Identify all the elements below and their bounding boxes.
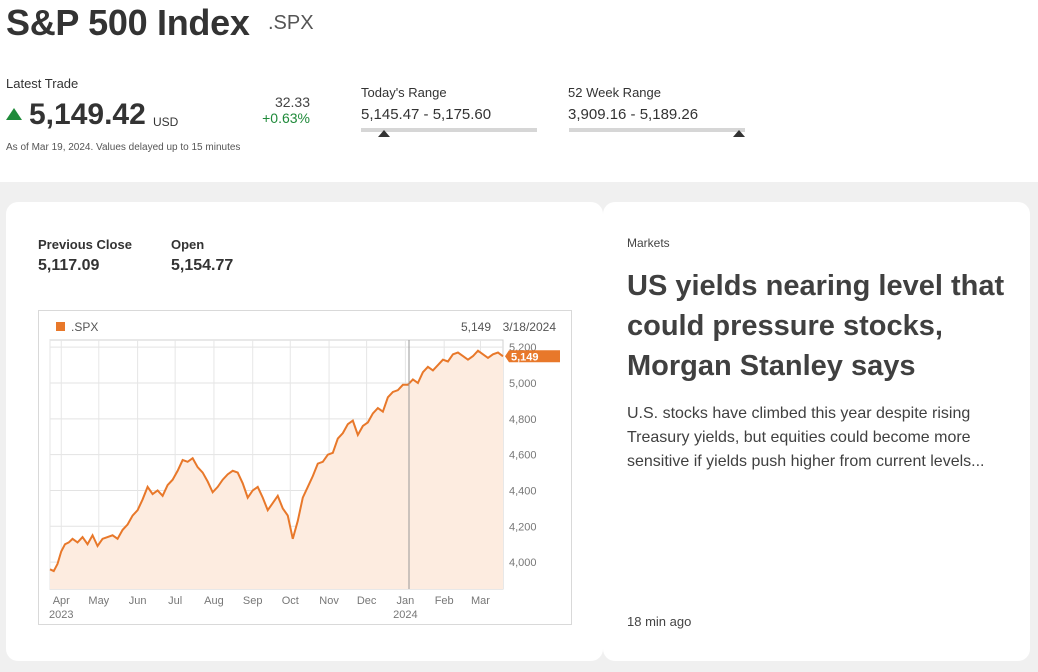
- todays-range-bar: [361, 128, 537, 132]
- ticker-symbol: .SPX: [268, 12, 314, 34]
- quote-header: S&P 500 Index .SPX Latest Trade 5,149.42…: [0, 0, 1038, 182]
- x-tick-label: Apr: [53, 595, 70, 607]
- previous-close-label: Previous Close: [38, 237, 132, 252]
- week52-range-bar: [569, 128, 745, 132]
- y-tick-label: 4,000: [509, 557, 537, 569]
- todays-range-value: 5,145.47 - 5,175.60: [361, 106, 492, 123]
- open-label: Open: [171, 237, 205, 252]
- x-tick-label: Jan: [397, 595, 415, 607]
- x-tick-label: Nov: [319, 595, 339, 607]
- x-tick-label: Aug: [204, 595, 224, 607]
- current-value-marker: [505, 350, 560, 363]
- x-tick-label: Feb: [435, 595, 454, 607]
- news-card[interactable]: [603, 202, 1030, 661]
- x-tick-label: Jul: [168, 595, 182, 607]
- article-time: 18 min ago: [627, 614, 692, 629]
- x-tick-label: Oct: [282, 595, 299, 607]
- y-tick-label: 4,800: [509, 414, 537, 426]
- previous-close-value: 5,117.09: [38, 257, 100, 274]
- x-year-label: 2024: [393, 609, 417, 621]
- y-tick-label: 4,200: [509, 521, 537, 533]
- series-area: [50, 350, 503, 589]
- series-line: [49, 349, 504, 573]
- article-category[interactable]: Markets: [627, 236, 670, 250]
- plot-area[interactable]: 4,0004,2004,4004,6004,8005,0005,2005,149…: [49, 339, 560, 621]
- y-tick-label: 4,600: [509, 450, 537, 462]
- price-chart-svg[interactable]: .SPX 5,149 3/18/2024 4,000 4,200 4,400 4,60…: [39, 311, 571, 624]
- open-value: 5,154.77: [171, 257, 234, 274]
- todays-range-label: Today's Range: [361, 85, 447, 100]
- price-change: 32.33: [274, 94, 310, 110]
- week52-range-label: 52 Week Range: [568, 85, 661, 100]
- x-tick-label: May: [88, 595, 109, 607]
- x-tick-label: Mar: [471, 595, 490, 607]
- x-year-label: 2023: [49, 609, 73, 621]
- article-summary: U.S. stocks have climbed this year despi…: [627, 405, 985, 470]
- y-tick-label: 4,400: [509, 485, 537, 497]
- price-chart[interactable]: .SPX 5,149 3/18/2024 4,000 4,200 4,400 4,60…: [38, 310, 572, 625]
- week52-range-value: 3,909.16 - 5,189.26: [568, 106, 699, 123]
- hover-value: 5,149: [461, 320, 491, 334]
- up-arrow-icon: [6, 108, 22, 120]
- latest-trade-label: Latest Trade: [6, 76, 79, 91]
- latest-price: 5,149.42: [29, 98, 146, 131]
- y-tick-label: 5,000: [509, 378, 537, 390]
- x-tick-label: Jun: [129, 595, 147, 607]
- todays-range-marker-icon: [378, 130, 390, 137]
- legend-swatch: [56, 322, 65, 331]
- page-title: S&P 500 Index: [6, 2, 250, 43]
- x-tick-label: Sep: [243, 595, 263, 607]
- legend-series-name: .SPX: [71, 320, 98, 334]
- x-tick-label: Dec: [357, 595, 377, 607]
- article-headline[interactable]: US yields nearing level that could press…: [627, 270, 1005, 382]
- hover-date: 3/18/2024: [503, 320, 557, 334]
- currency-label: USD: [153, 115, 179, 129]
- week52-range-marker-icon: [733, 130, 745, 137]
- price-change-percent: +0.63%: [262, 110, 310, 126]
- current-value-label: 5,149: [511, 351, 539, 363]
- as-of-note: As of Mar 19, 2024. Values delayed up to…: [6, 142, 241, 153]
